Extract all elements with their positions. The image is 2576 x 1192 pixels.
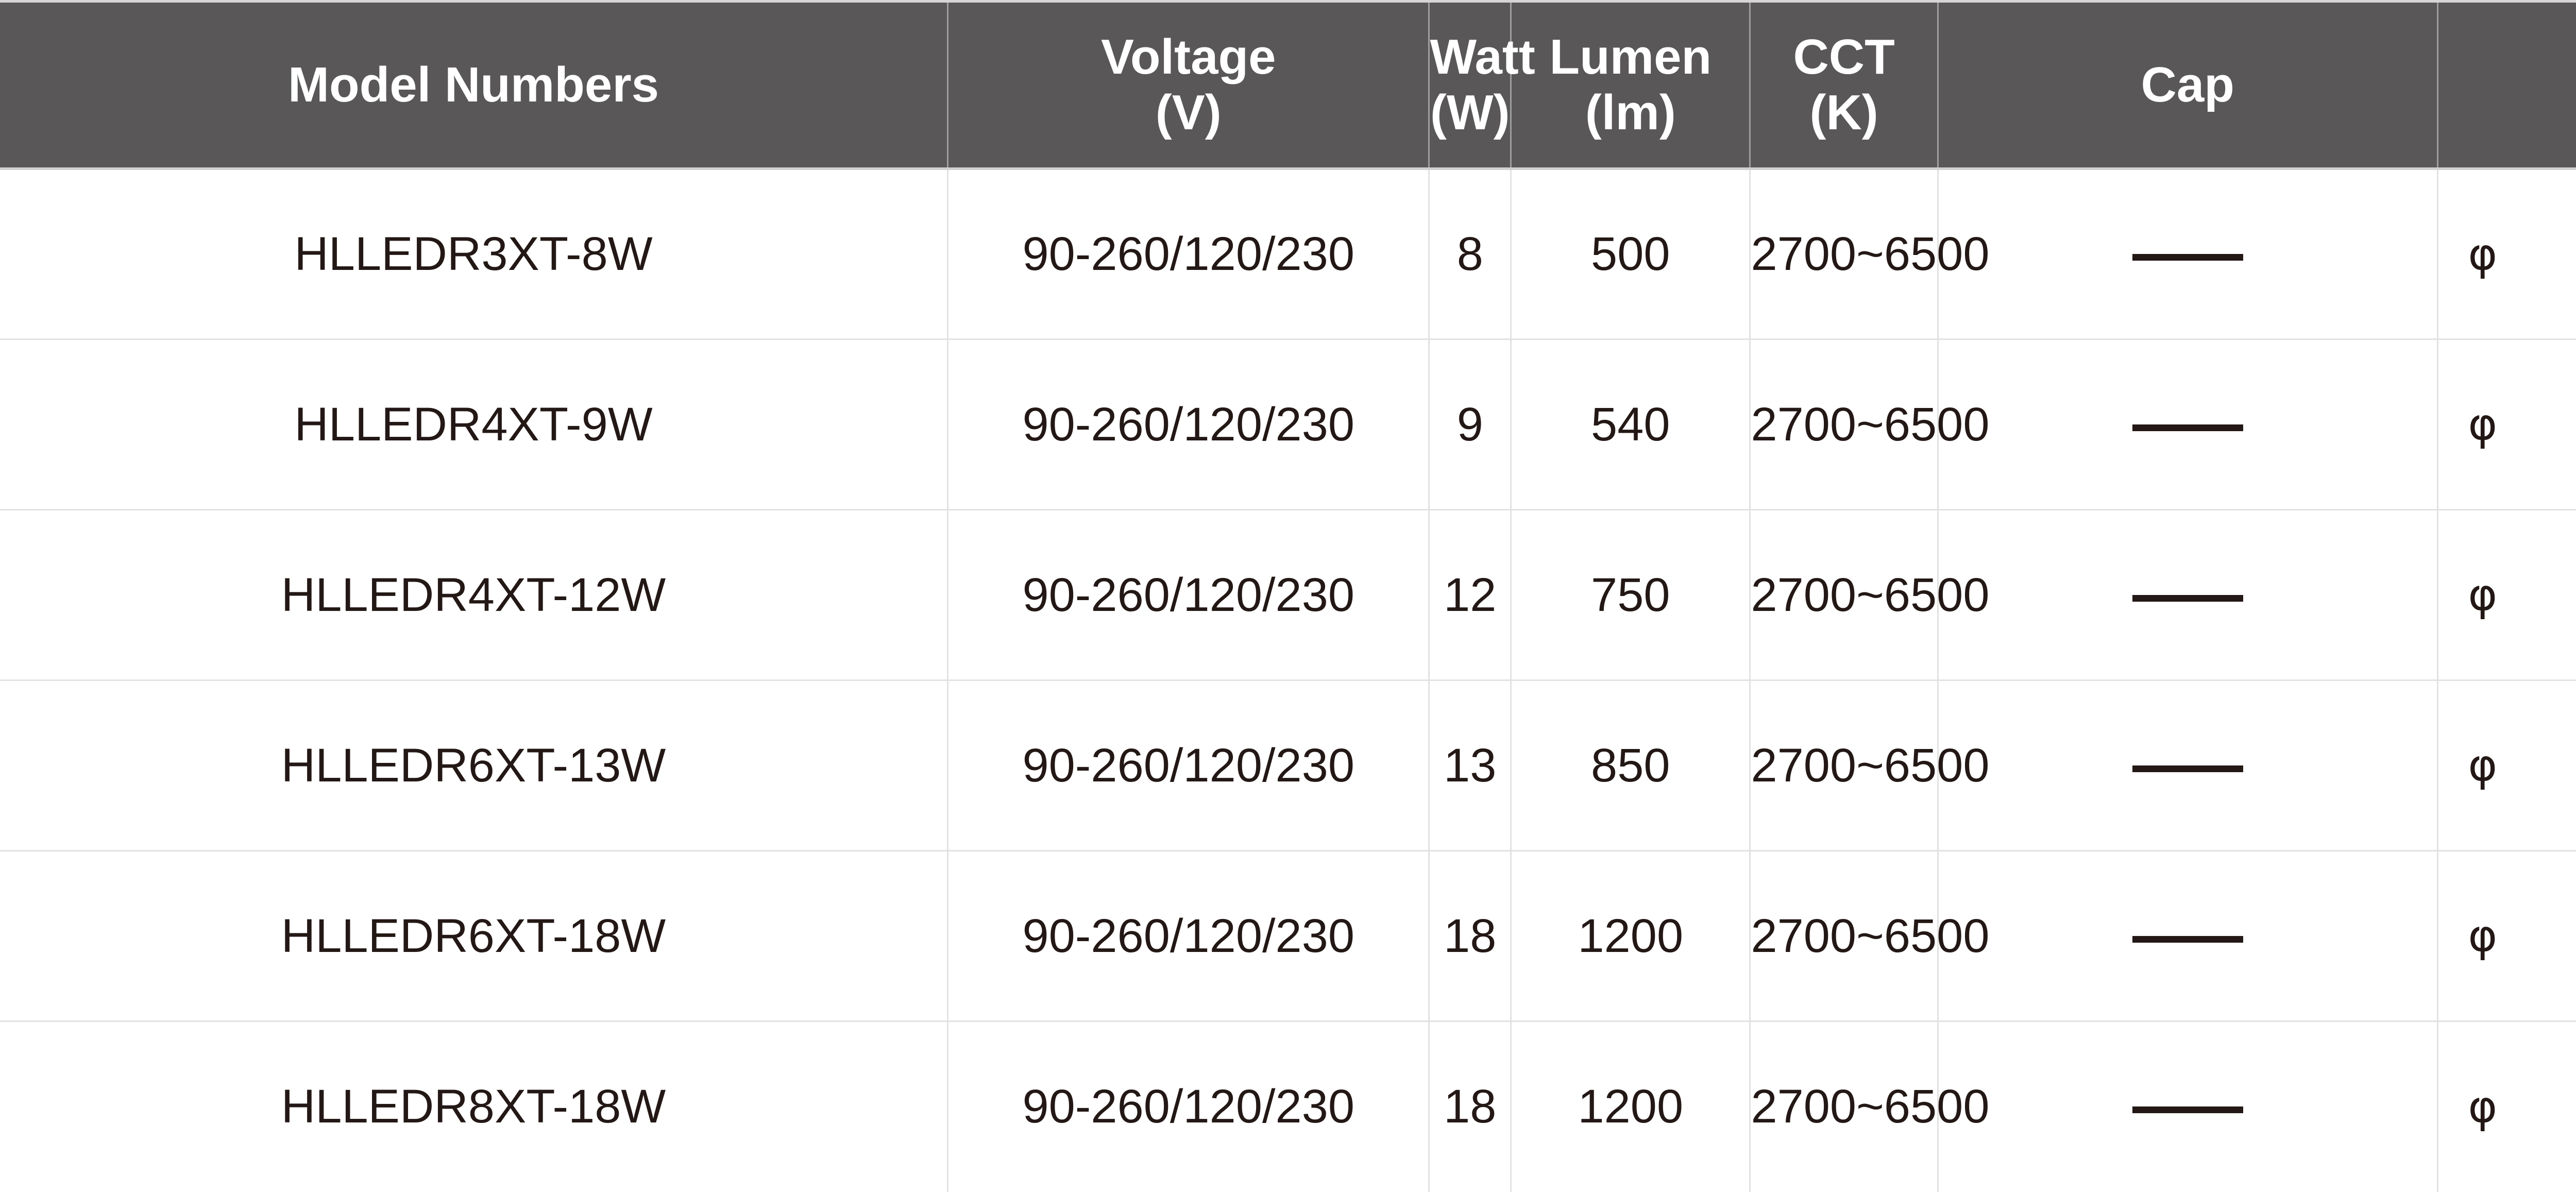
em-dash-icon — [2132, 254, 2243, 261]
cell-voltage: 90-260/120/230 — [947, 1021, 1429, 1192]
cell-lumen: 750 — [1510, 509, 1750, 681]
cell-voltage: 90-260/120/230 — [947, 680, 1429, 852]
cell-cap — [1937, 850, 2438, 1022]
header-row: Model Numbers Voltage (V) Watt (W) Lumen… — [0, 0, 2576, 170]
size-value: 180*26 — [2438, 909, 2576, 963]
size-value: 125*26 — [2438, 398, 2576, 452]
column-header-cct[interactable]: CCT (K) — [1749, 0, 1938, 170]
cell-cap — [1937, 339, 2438, 510]
cell-size: φ 125*26 — [2436, 509, 2576, 681]
table-row: HLLEDR6XT-13W 90-260/120/230 13 850 2700… — [0, 680, 2576, 852]
size-value: 90*26 — [2438, 227, 2576, 281]
size-value: 125*26 — [2438, 568, 2576, 622]
cell-lumen: 1200 — [1510, 1021, 1750, 1192]
column-header-lumen[interactable]: Lumen (lm) — [1510, 0, 1750, 170]
cell-cct: 2700~6500 — [1749, 509, 1990, 681]
em-dash-icon — [2132, 594, 2243, 602]
cell-voltage: 90-260/120/230 — [947, 509, 1429, 681]
cell-size: φ 125*26 — [2436, 339, 2576, 510]
cell-model-numbers: HLLEDR4XT-12W — [0, 509, 948, 681]
cell-watt: 13 — [1428, 680, 1511, 852]
cell-model-numbers: HLLEDR8XT-18W — [0, 1021, 948, 1192]
diameter-phi-icon: φ — [2468, 1081, 2498, 1133]
cell-cct: 2700~6500 — [1749, 1021, 1990, 1192]
table-row: HLLEDR4XT-12W 90-260/120/230 12 750 2700… — [0, 509, 2576, 681]
cell-cap — [1937, 1021, 2438, 1192]
table-row: HLLEDR4XT-9W 90-260/120/230 9 540 2700~6… — [0, 339, 2576, 510]
cell-cct: 2700~6500 — [1749, 680, 1990, 852]
em-dash-icon — [2132, 424, 2243, 431]
cell-cct: 2700~6500 — [1749, 339, 1990, 510]
cell-model-numbers: HLLEDR4XT-9W — [0, 339, 948, 510]
cell-size: φ 90*26 — [2436, 168, 2576, 340]
em-dash-icon — [2132, 765, 2243, 772]
cell-cct: 2700~6500 — [1749, 850, 1990, 1022]
table-row: HLLEDR3XT-8W 90-260/120/230 8 500 2700~6… — [0, 168, 2576, 340]
cell-lumen: 850 — [1510, 680, 1750, 852]
cell-voltage: 90-260/120/230 — [947, 339, 1429, 510]
cell-watt: 12 — [1428, 509, 1511, 681]
column-header-model-numbers[interactable]: Model Numbers — [0, 0, 948, 170]
table-row: HLLEDR8XT-18W 90-260/120/230 18 1200 270… — [0, 1021, 2576, 1192]
diameter-phi-icon: φ — [2468, 910, 2498, 962]
size-value: 221*26 — [2438, 1080, 2576, 1134]
diameter-phi-icon: φ — [2468, 399, 2498, 450]
em-dash-icon — [2132, 935, 2243, 943]
column-header-size[interactable]: Size (mm) — [2436, 0, 2576, 170]
cell-cap — [1937, 168, 2438, 340]
diameter-phi-icon: φ — [2468, 228, 2498, 280]
cell-cct: 2700~6500 — [1749, 168, 1990, 340]
cell-size: φ 180*26 — [2436, 850, 2576, 1022]
table-header: Model Numbers Voltage (V) Watt (W) Lumen… — [0, 0, 2576, 170]
cell-watt: 18 — [1428, 850, 1511, 1022]
table-body: HLLEDR3XT-8W 90-260/120/230 8 500 2700~6… — [0, 168, 2576, 1192]
column-header-voltage[interactable]: Voltage (V) — [947, 0, 1429, 170]
cell-size: φ 221*26 — [2436, 1021, 2576, 1192]
cell-model-numbers: HLLEDR3XT-8W — [0, 168, 948, 340]
em-dash-icon — [2132, 1106, 2243, 1114]
cell-voltage: 90-260/120/230 — [947, 850, 1429, 1022]
cell-cap — [1937, 509, 2438, 681]
cell-cap — [1937, 680, 2438, 852]
diameter-phi-icon: φ — [2468, 569, 2498, 621]
cell-lumen: 1200 — [1510, 850, 1750, 1022]
size-value: 180*26 — [2438, 739, 2576, 793]
cell-size: φ 180*26 — [2436, 680, 2576, 852]
cell-watt: 8 — [1428, 168, 1511, 340]
cell-lumen: 500 — [1510, 168, 1750, 340]
cell-watt: 18 — [1428, 1021, 1511, 1192]
cell-model-numbers: HLLEDR6XT-13W — [0, 680, 948, 852]
cell-lumen: 540 — [1510, 339, 1750, 510]
cell-voltage: 90-260/120/230 — [947, 168, 1429, 340]
cell-model-numbers: HLLEDR6XT-18W — [0, 850, 948, 1022]
column-header-watt[interactable]: Watt (W) — [1428, 0, 1535, 170]
table-row: HLLEDR6XT-18W 90-260/120/230 18 1200 270… — [0, 850, 2576, 1022]
diameter-phi-icon: φ — [2468, 740, 2498, 791]
cell-watt: 9 — [1428, 339, 1511, 510]
column-header-cap[interactable]: Cap — [1937, 0, 2438, 170]
